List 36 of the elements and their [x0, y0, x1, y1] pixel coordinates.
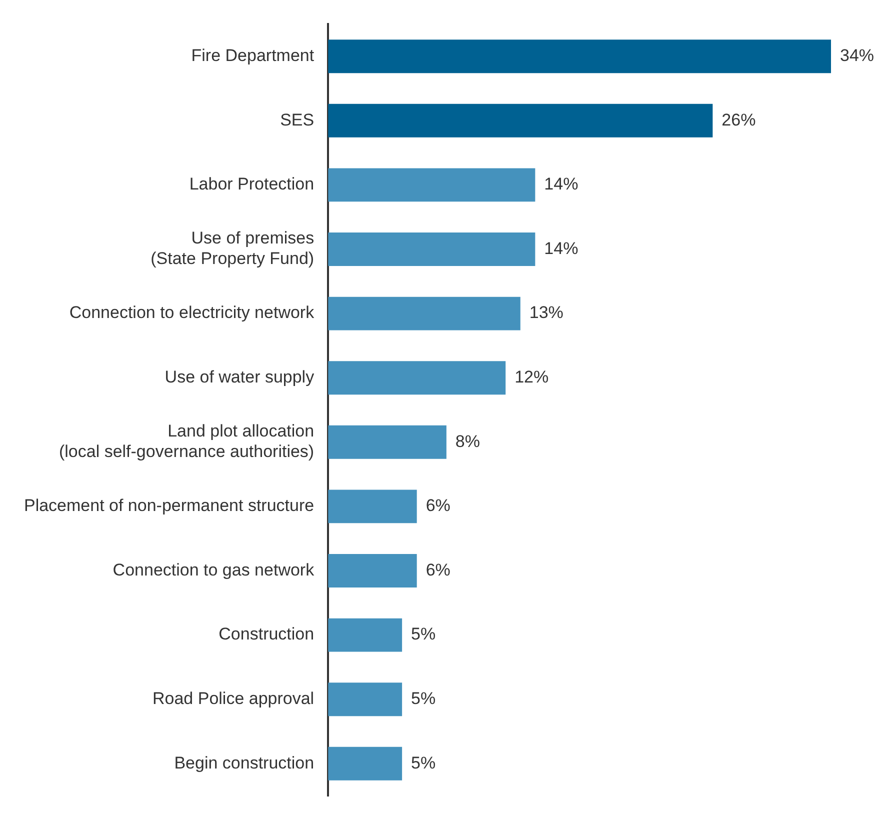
bar: [328, 296, 520, 330]
y-tick-label: Construction: [218, 624, 314, 644]
y-tick-label: Begin construction: [174, 753, 314, 772]
y-tick-label: Road Police approval: [152, 689, 314, 708]
data-label: 6%: [426, 560, 450, 580]
y-tick-label: Placement of non-permanent structure: [24, 496, 314, 516]
y-tick-label: Labor Protection: [189, 174, 314, 194]
y-tick-label: Connection to electricity network: [69, 303, 315, 322]
bar: [328, 618, 402, 652]
bar: [328, 746, 402, 780]
y-tick-label: SES: [280, 110, 314, 130]
data-label: 12%: [514, 368, 549, 387]
data-label: 14%: [544, 174, 578, 194]
data-label: 14%: [544, 238, 578, 258]
y-tick-label: Use of water supply: [164, 368, 315, 387]
y-tick-label: Connection to gas network: [112, 560, 315, 580]
data-label: 13%: [529, 303, 564, 322]
data-label: 5%: [411, 753, 436, 772]
y-tick-label: Fire Department: [191, 46, 314, 66]
data-label: 5%: [411, 624, 436, 644]
bar: [328, 104, 713, 138]
y-tick-label: Land plot allocation (local self-governance authorities): [58, 422, 314, 462]
bar: [328, 168, 536, 202]
bar: [328, 232, 536, 266]
data-label: 34%: [840, 46, 874, 66]
bar: [328, 554, 417, 588]
bar: [328, 361, 506, 395]
bar: [328, 490, 417, 524]
data-label: 26%: [722, 110, 756, 130]
data-label: 5%: [411, 689, 436, 708]
data-label: 8%: [455, 432, 480, 451]
bar: [328, 425, 446, 459]
bar: [328, 40, 831, 74]
data-label: 6%: [426, 496, 450, 516]
y-tick-label: Use of premises (State Property Fund): [150, 228, 314, 268]
bar: [328, 682, 402, 716]
